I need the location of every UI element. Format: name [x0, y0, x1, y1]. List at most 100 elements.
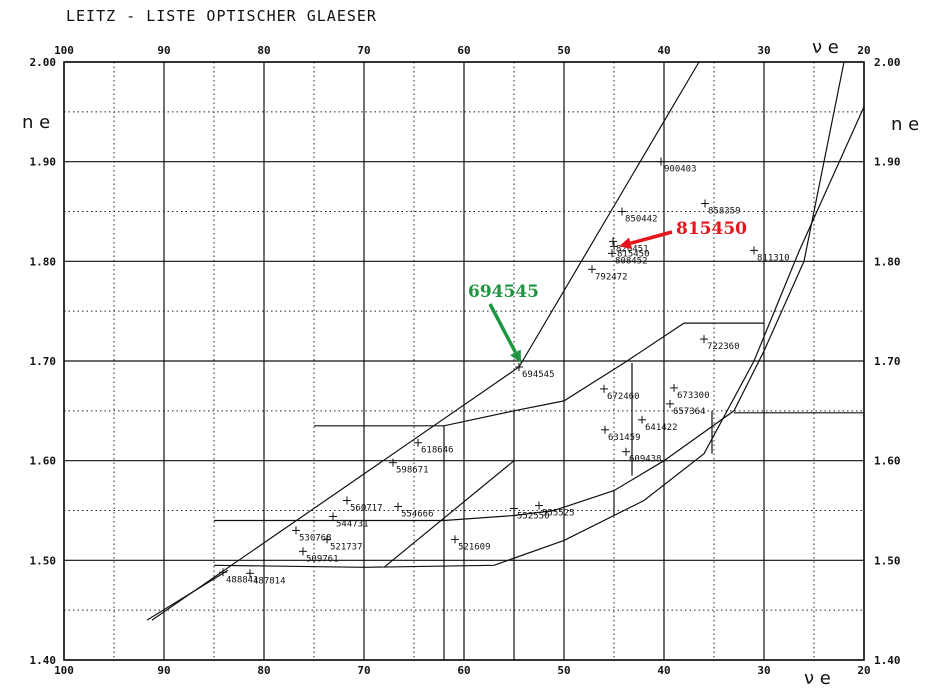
x-tick-label-bottom: 20	[857, 664, 870, 677]
y-tick-label-left: 1.60	[30, 455, 57, 468]
y-tick-label-left: 1.90	[30, 156, 57, 169]
point-label: 555525	[542, 509, 575, 519]
point-label: 560717	[350, 504, 383, 514]
glass-point: 694545	[515, 362, 555, 380]
glass-point: 544731	[329, 512, 369, 529]
region-boundary-line	[383, 460, 515, 568]
region-boundary-line	[214, 61, 845, 522]
point-label: 618646	[421, 446, 454, 456]
glass-point: 488841	[219, 568, 259, 585]
point-label: 820451	[616, 244, 649, 254]
tick-labels: 100 100 90 90 80 80 70 70 60 60 50 50 40 40 30 30 20 20 1.…	[30, 44, 901, 677]
point-label: 811310	[757, 253, 790, 263]
region-boundary-line	[213, 106, 865, 568]
x-tick-label-bottom: 50	[557, 664, 570, 677]
point-label: 521609	[458, 542, 491, 552]
glass-point: 552550	[510, 504, 550, 522]
x-tick-label-top: 100	[54, 44, 74, 57]
glass-region-lines	[146, 61, 865, 660]
point-label: 631459	[608, 433, 641, 443]
point-label: 694545	[522, 370, 555, 380]
plot-frame	[63, 61, 865, 661]
glass-point: 641422	[638, 415, 678, 433]
glass-point: 521737	[323, 535, 363, 552]
point-label: 900403	[664, 165, 697, 175]
x-tick-label-bottom: 90	[157, 664, 170, 677]
point-label: 808452	[615, 256, 648, 266]
glass-point: 487814	[246, 569, 286, 586]
x-tick-label-bottom: 60	[457, 664, 470, 677]
point-label: 722360	[707, 342, 740, 352]
y-tick-label-right: 1.80	[874, 255, 901, 268]
y-axis-label-right: n e	[891, 114, 919, 135]
y-tick-label-right: 1.50	[874, 554, 901, 567]
glass-point: 521609	[451, 535, 491, 552]
glass-point: 554666	[394, 502, 434, 520]
point-label: 487814	[253, 576, 286, 586]
y-tick-label-right: 1.90	[874, 156, 901, 169]
point-label: 530768	[299, 533, 332, 543]
point-label: 521737	[330, 542, 363, 552]
glass-point: 811310	[750, 246, 790, 263]
point-label: 850442	[625, 215, 658, 225]
x-tick-label-bottom: 100	[54, 664, 74, 677]
callout-arrow-shaft	[630, 230, 673, 245]
glass-point: 609438	[622, 447, 662, 465]
callout-label: 694545	[468, 282, 539, 302]
x-tick-label-top: 50	[557, 44, 570, 57]
point-label: 815450	[617, 249, 650, 259]
point-label: 544731	[336, 519, 369, 529]
y-tick-label-left: 1.70	[30, 355, 57, 368]
glass-point: 808452	[608, 249, 648, 266]
point-label: 552550	[517, 512, 550, 522]
y-tick-label-right: 2.00	[874, 56, 901, 69]
y-tick-label-left: 1.80	[30, 255, 57, 268]
y-axis-label-left: n e	[22, 112, 50, 133]
x-tick-label-top: 60	[457, 44, 470, 57]
x-tick-label-top: 90	[157, 44, 170, 57]
callout-694545: 694545	[468, 282, 539, 363]
x-tick-label-top: 70	[357, 44, 370, 57]
y-tick-label-left: 2.00	[30, 56, 57, 69]
glass-point: 560717	[343, 496, 383, 514]
glass-point: 672460	[600, 384, 640, 402]
grid	[63, 61, 865, 661]
x-axis-label-top: ν e	[812, 37, 839, 58]
x-tick-label-top: 40	[657, 44, 670, 57]
y-tick-label-left: 1.40	[30, 654, 57, 667]
point-label: 792472	[595, 272, 628, 282]
region-boundary-line	[146, 569, 229, 621]
glass-point: 673300	[670, 383, 710, 401]
y-tick-label-right: 1.70	[874, 355, 901, 368]
glass-point: 815450	[610, 242, 650, 259]
point-label: 657364	[673, 407, 706, 417]
glass-point: 850442	[618, 207, 658, 225]
glass-point: 598671	[389, 458, 429, 476]
point-label: 672460	[607, 392, 640, 402]
point-label: 554666	[401, 510, 434, 520]
point-label: 488841	[226, 575, 259, 585]
glass-point: 657364	[666, 399, 706, 417]
x-tick-label-bottom: 30	[757, 664, 770, 677]
point-label: 641422	[645, 423, 678, 433]
chart-title: LEITZ - LISTE OPTISCHER GLAESER	[66, 7, 377, 25]
y-tick-label-left: 1.50	[30, 554, 57, 567]
region-boundary-line	[151, 61, 700, 621]
x-tick-label-bottom: 70	[357, 664, 370, 677]
point-label: 509761	[306, 554, 339, 564]
glass-point: 792472	[588, 265, 628, 282]
point-label: 858359	[708, 207, 741, 217]
callouts: 815450 694545	[468, 219, 747, 363]
y-tick-label-right: 1.60	[874, 455, 901, 468]
x-axis-label-bottom: ν e	[804, 668, 831, 689]
point-label: 609438	[629, 455, 662, 465]
glass-point: 631459	[601, 425, 641, 443]
x-tick-label-bottom: 40	[657, 664, 670, 677]
x-tick-label-top: 80	[257, 44, 270, 57]
point-label: 673300	[677, 391, 710, 401]
x-tick-label-top: 30	[757, 44, 770, 57]
glass-point: 820451	[609, 237, 649, 254]
callout-815450: 815450	[619, 219, 747, 250]
